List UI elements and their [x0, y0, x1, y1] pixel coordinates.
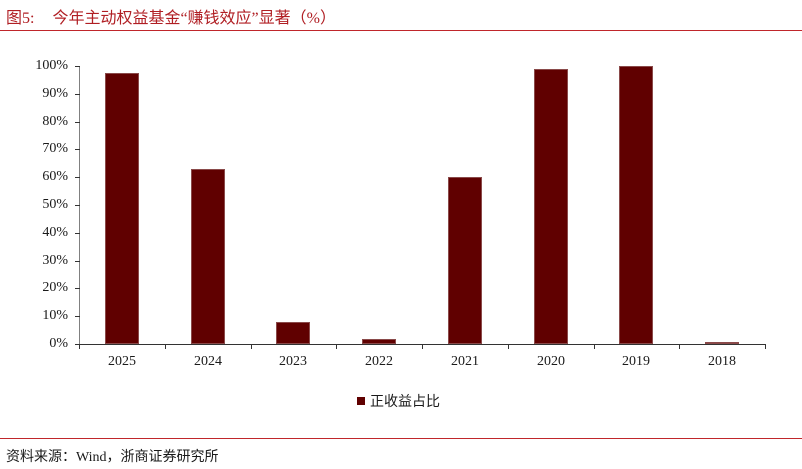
legend-label: 正收益占比 — [370, 394, 440, 410]
y-tick-label: 50% — [42, 197, 68, 212]
x-tick — [336, 344, 337, 349]
y-tick-label: 60% — [42, 169, 68, 184]
bar-2022 — [362, 339, 396, 344]
y-tick-label: 90% — [42, 86, 68, 101]
y-tick — [75, 233, 80, 234]
x-tick — [765, 344, 766, 349]
x-tick-label: 2020 — [537, 354, 565, 369]
x-tick — [165, 344, 166, 349]
y-tick-label: 70% — [42, 141, 68, 156]
figure-title: 图5: 今年主动权益基金“赚钱效应”显著（%） — [6, 4, 336, 28]
y-tick-label: 20% — [42, 280, 68, 295]
bar-2019 — [619, 66, 653, 344]
legend: 正收益占比 — [357, 391, 440, 411]
y-tick — [75, 261, 80, 262]
y-tick — [75, 177, 80, 178]
bar-2020 — [534, 69, 568, 344]
y-tick-label: 40% — [42, 225, 68, 240]
bar-2025 — [105, 73, 139, 344]
y-tick — [75, 94, 80, 95]
top-rule — [0, 30, 802, 31]
bar-chart: 0% 10% 20% 30% 40% 50% 60% 70% 80% 90% 100% 2025 202… — [35, 58, 766, 369]
x-tick — [251, 344, 252, 349]
x-tick — [508, 344, 509, 349]
figure-number: 图5: — [6, 10, 35, 27]
legend-swatch-icon — [357, 397, 365, 405]
y-tick-label: 0% — [49, 336, 68, 351]
bar-2024 — [191, 169, 225, 344]
source-note: 资料来源：Wind，浙商证券研究所 — [6, 450, 219, 465]
y-tick-label: 100% — [35, 58, 68, 73]
x-tick-label: 2024 — [194, 354, 222, 369]
x-tick-label: 2023 — [279, 354, 307, 369]
y-tick-label: 30% — [42, 253, 68, 268]
x-tick — [422, 344, 423, 349]
y-tick — [75, 316, 80, 317]
y-tick — [75, 205, 80, 206]
bottom-rule — [0, 438, 802, 439]
y-tick — [75, 122, 80, 123]
x-tick — [79, 344, 80, 349]
x-tick-label: 2021 — [451, 354, 479, 369]
x-tick-label: 2018 — [708, 354, 736, 369]
x-tick-label: 2019 — [622, 354, 650, 369]
y-tick — [75, 149, 80, 150]
y-tick — [75, 288, 80, 289]
y-tick — [75, 344, 80, 345]
bar-2021 — [448, 177, 482, 344]
bar-2023 — [276, 322, 310, 344]
y-tick-label: 80% — [42, 114, 68, 129]
x-tick-label: 2022 — [365, 354, 393, 369]
x-tick — [679, 344, 680, 349]
x-tick — [594, 344, 595, 349]
y-tick-label: 10% — [42, 308, 68, 323]
y-tick — [75, 66, 80, 67]
figure-title-text: 今年主动权益基金“赚钱效应”显著（%） — [52, 10, 336, 27]
bar-2018 — [705, 342, 739, 344]
x-tick-label: 2025 — [108, 354, 136, 369]
